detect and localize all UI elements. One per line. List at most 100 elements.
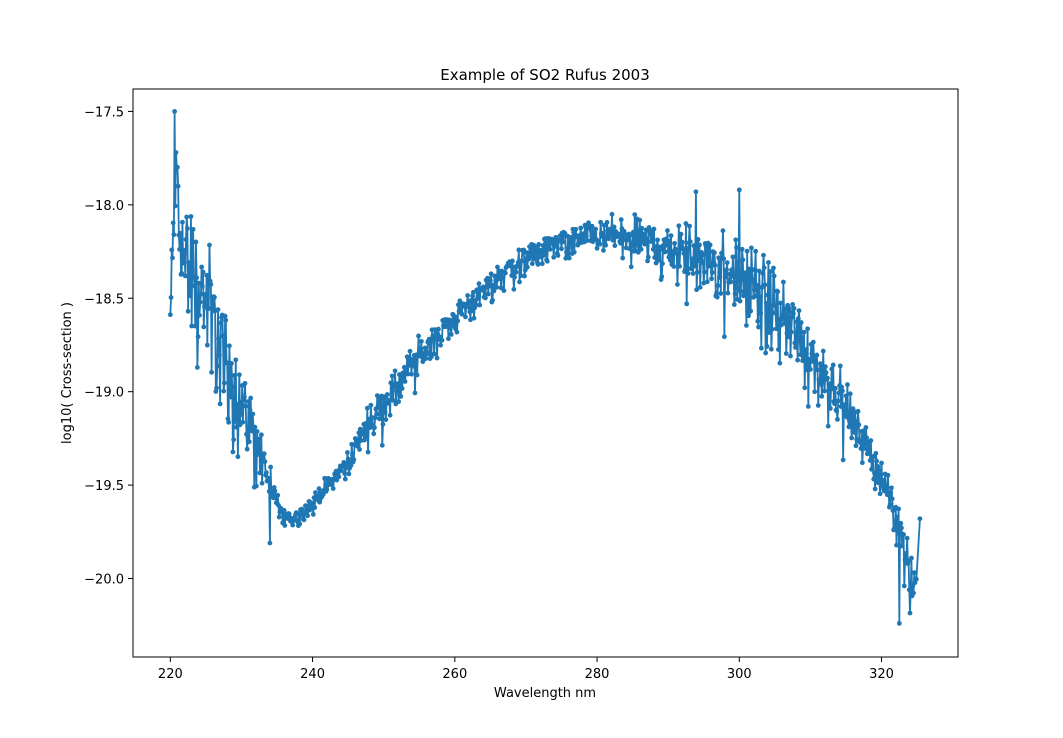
data-point bbox=[463, 314, 468, 320]
data-point bbox=[342, 476, 348, 482]
data-point bbox=[911, 590, 916, 596]
data-point bbox=[899, 543, 905, 549]
data-point bbox=[798, 352, 803, 358]
x-tick-label: 240 bbox=[300, 667, 325, 682]
data-point bbox=[198, 291, 204, 297]
data-point bbox=[250, 411, 256, 417]
data-point bbox=[665, 249, 671, 254]
data-point bbox=[729, 267, 734, 273]
data-point bbox=[179, 270, 185, 276]
data-point bbox=[603, 242, 608, 248]
data-point bbox=[405, 371, 411, 377]
data-point bbox=[383, 417, 389, 423]
data-point bbox=[470, 289, 476, 295]
data-point bbox=[418, 347, 424, 353]
data-point bbox=[761, 252, 766, 258]
data-point bbox=[790, 311, 796, 316]
data-point bbox=[351, 457, 357, 462]
data-point bbox=[196, 280, 202, 286]
data-point bbox=[233, 357, 239, 363]
data-point bbox=[252, 424, 258, 430]
data-point bbox=[483, 295, 488, 301]
data-point bbox=[687, 223, 692, 229]
data-series bbox=[167, 109, 923, 626]
data-point bbox=[239, 411, 244, 417]
data-point bbox=[276, 514, 282, 520]
data-point bbox=[606, 236, 611, 242]
data-point bbox=[501, 288, 507, 294]
data-point bbox=[694, 269, 700, 275]
data-point bbox=[825, 423, 831, 429]
data-point bbox=[251, 428, 256, 434]
data-point bbox=[312, 505, 318, 510]
data-point bbox=[733, 237, 739, 243]
data-point bbox=[632, 212, 638, 218]
data-point bbox=[760, 271, 766, 276]
data-point bbox=[675, 282, 680, 287]
data-point bbox=[180, 219, 185, 225]
data-point bbox=[734, 245, 739, 250]
data-point bbox=[234, 402, 240, 407]
data-point bbox=[524, 264, 530, 270]
data-point bbox=[200, 269, 206, 275]
data-point bbox=[712, 262, 718, 268]
data-point bbox=[689, 265, 695, 271]
data-point bbox=[328, 482, 334, 487]
data-point bbox=[377, 416, 382, 422]
data-point bbox=[872, 486, 878, 492]
data-point bbox=[674, 250, 680, 256]
data-point bbox=[372, 425, 377, 430]
data-point bbox=[194, 275, 200, 281]
data-point bbox=[379, 442, 385, 448]
data-point bbox=[668, 233, 674, 239]
data-point bbox=[872, 470, 877, 476]
data-point bbox=[765, 292, 771, 298]
data-point bbox=[827, 381, 833, 387]
data-point bbox=[714, 294, 720, 300]
data-point bbox=[502, 270, 508, 276]
data-point bbox=[802, 385, 808, 391]
data-point bbox=[519, 258, 525, 264]
data-point bbox=[697, 242, 702, 248]
data-point bbox=[182, 273, 188, 279]
data-point bbox=[259, 480, 265, 486]
data-point bbox=[297, 521, 303, 527]
data-point bbox=[569, 237, 574, 243]
data-point bbox=[739, 246, 745, 252]
data-point bbox=[455, 318, 461, 324]
data-point bbox=[739, 276, 744, 282]
data-point bbox=[227, 373, 233, 379]
data-point bbox=[870, 454, 876, 459]
data-point bbox=[416, 333, 421, 339]
data-point bbox=[667, 238, 673, 244]
data-point bbox=[880, 477, 886, 483]
data-point bbox=[803, 361, 809, 367]
data-point bbox=[240, 419, 246, 425]
data-point bbox=[375, 403, 381, 409]
data-point bbox=[775, 289, 781, 295]
data-point bbox=[469, 308, 475, 314]
data-point bbox=[699, 252, 705, 258]
data-point bbox=[190, 226, 196, 232]
data-point bbox=[382, 395, 387, 401]
data-point bbox=[832, 385, 838, 391]
data-point bbox=[822, 388, 828, 394]
data-point bbox=[175, 183, 181, 189]
data-point bbox=[853, 443, 859, 449]
data-point bbox=[888, 490, 894, 495]
data-point bbox=[221, 380, 227, 386]
data-point bbox=[721, 334, 727, 340]
data-point bbox=[539, 261, 545, 267]
data-point bbox=[490, 297, 495, 303]
data-point bbox=[185, 226, 190, 231]
data-point bbox=[182, 248, 187, 253]
data-point bbox=[187, 268, 192, 273]
data-point bbox=[423, 356, 429, 362]
data-point bbox=[389, 373, 395, 379]
data-point bbox=[816, 377, 822, 383]
data-point bbox=[804, 367, 810, 373]
data-point bbox=[272, 488, 278, 494]
data-point bbox=[744, 323, 749, 328]
data-point bbox=[741, 292, 747, 297]
data-point bbox=[406, 362, 412, 368]
